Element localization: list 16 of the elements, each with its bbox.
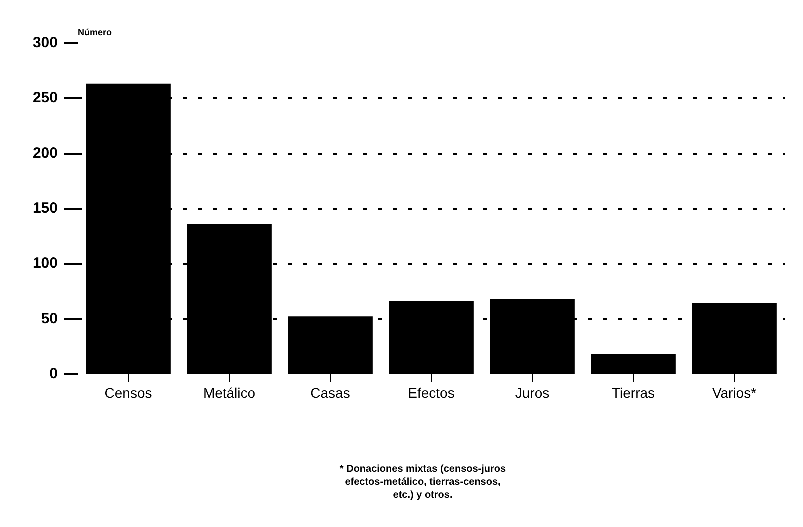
y-tick-label: 300	[32, 34, 58, 52]
y-tick-label: 100	[32, 255, 58, 272]
y-axis-title: Número	[78, 28, 113, 38]
y-tick-label: 150	[32, 200, 58, 217]
y-tick-label: 200	[32, 144, 58, 162]
x-tick-label: Casas	[310, 385, 350, 401]
x-tick-label: Tierras	[612, 385, 656, 401]
x-tick-label: Juros	[515, 385, 550, 401]
x-tick-label: Efectos	[408, 385, 455, 401]
text: * Donaciones mixtas (censos-juros efectos-metálico, tierras-censos, etc.) y otros.	[340, 464, 507, 501]
y-tick-label: 250	[32, 90, 58, 107]
x-tick-label: Varios*	[712, 385, 758, 401]
y-tick-label: 50	[41, 310, 58, 328]
x-tick-label: Metálico	[203, 385, 256, 401]
x-tick-label: Censos	[104, 385, 152, 401]
y-tick-label: 0	[50, 366, 58, 382]
